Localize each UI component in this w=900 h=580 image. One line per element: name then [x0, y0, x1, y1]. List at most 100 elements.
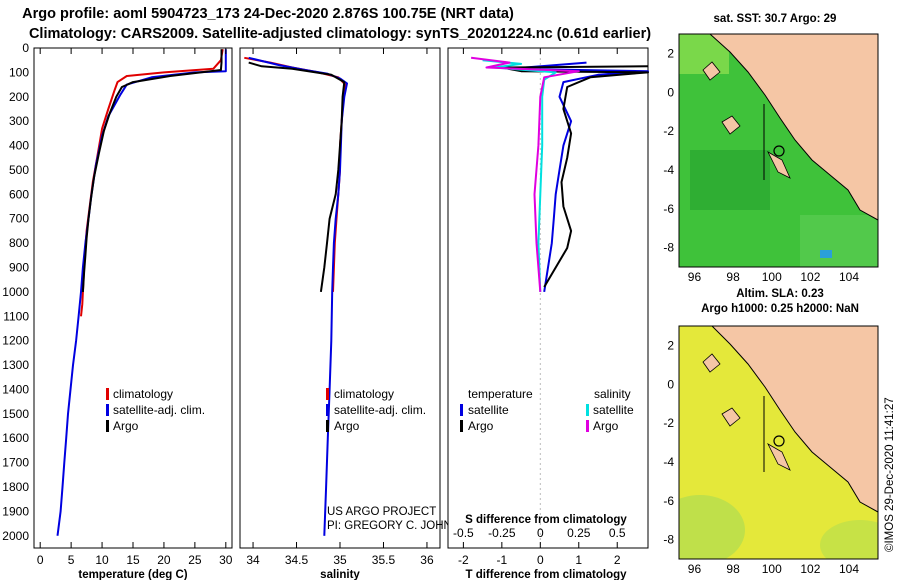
x-tick-label: 20 [157, 553, 171, 567]
map-lon-tick-label: 100 [762, 270, 782, 284]
legend-t-satellite-label: satellite [468, 403, 509, 417]
legend-climatology-label: climatology [334, 387, 394, 401]
s-difference-x-label: S difference from climatology [465, 514, 627, 526]
legend-satellite-label: satellite-adj. clim. [113, 403, 205, 417]
map-lat-tick-label: -6 [663, 202, 674, 216]
legend-s-satellite-swatch [586, 404, 589, 416]
sst-lat-ticks: 2 0 -2 -4 -6 -8 [663, 46, 674, 254]
legend-t-satellite-swatch [460, 404, 463, 416]
depth-tick-label: 1500 [2, 407, 29, 421]
depth-tick-label: 200 [9, 90, 29, 104]
sla-island-siberut [767, 442, 791, 471]
legend-t-argo-label: Argo [468, 419, 494, 433]
depth-tick-label: 0 [22, 41, 29, 55]
depth-tick-label: 1200 [2, 334, 29, 348]
x-tick-label: 2 [614, 553, 621, 567]
map-lat-tick-label: 0 [667, 85, 674, 99]
map-lat-tick-label: 0 [667, 377, 674, 391]
depth-tick-label: 900 [9, 261, 29, 275]
sst-argo-marker [773, 145, 785, 157]
depth-axis: 0 100 200 300 400 500 600 700 800 900 1000 1100 1200… [2, 41, 648, 543]
depth-tick-label: 2000 [2, 529, 29, 543]
legend-argo-swatch [106, 420, 109, 432]
legend-satellite-swatch [326, 404, 329, 416]
x-tick-label: 30 [219, 553, 233, 567]
x-tick-label: 15 [126, 553, 140, 567]
sla-map-title-2: Argo h1000: 0.25 h2000: NaN [701, 303, 859, 315]
sla-sumatra-land [711, 326, 878, 513]
depth-tick-label: 1700 [2, 456, 29, 470]
sla-low-patch-east [820, 520, 878, 559]
legend-s-satellite-label: satellite [593, 403, 634, 417]
pi-credit: PI: GREGORY C. JOHNSON [327, 520, 477, 532]
legend-s-argo-label: Argo [593, 419, 619, 433]
legend-argo-label: Argo [113, 419, 139, 433]
sst-cold-cell [820, 250, 832, 258]
sla-lat-ticks: 2 0 -2 -4 -6 -8 [663, 338, 674, 546]
map-lat-tick-label: -2 [663, 124, 674, 138]
sla-map-frame [678, 325, 879, 560]
legend-satellite-label: satellite-adj. clim. [334, 403, 426, 417]
temperature-x-label: temperature (deg C) [78, 569, 187, 580]
legend-argo-label: Argo [334, 419, 360, 433]
sst-map-frame [678, 33, 879, 268]
legend-s-argo-swatch [586, 420, 589, 432]
sst-map-title: sat. SST: 30.7 Argo: 29 [714, 13, 837, 25]
x-tick-label: 35 [333, 553, 347, 567]
depth-tick-label: 300 [9, 114, 29, 128]
x-tick-label: 34 [246, 553, 260, 567]
legend-satellite-swatch [106, 404, 109, 416]
depth-tick-label: 800 [9, 236, 29, 250]
map-lon-tick-label: 104 [839, 270, 859, 284]
sst-island-nias [721, 115, 741, 135]
map-lon-tick-label: 96 [688, 270, 702, 284]
imos-credit: ©IMOS 29-Dec-2020 11:41:27 [884, 397, 896, 552]
sla-map: Altim. SLA: 0.23 Argo h1000: 0.25 h2000:… [663, 288, 879, 576]
difference-plot-frame [447, 47, 649, 549]
depth-tick-label: 1100 [3, 309, 29, 323]
sst-lon-ticks: 96 98 100 102 104 [688, 270, 860, 284]
depth-tick-label: 1300 [2, 358, 29, 372]
series-line-argo [81, 49, 223, 292]
map-lat-tick-label: -4 [663, 455, 674, 469]
series-line-argo [248, 61, 346, 293]
salinity-difference-x-ticks: -0.5 -0.25 0 0.25 0.5 [453, 526, 626, 540]
series-line-s-argo [470, 56, 580, 292]
depth-tick-label: 1800 [2, 480, 29, 494]
x-tick-label: 25 [188, 553, 202, 567]
x-tick-label: -1 [497, 553, 508, 567]
sla-lon-ticks: 96 98 100 102 104 [688, 562, 860, 576]
map-lon-tick-label: 100 [762, 562, 782, 576]
difference-legend: temperature salinity satellite Argo sate… [460, 387, 634, 433]
s-diff-tick-label: 0 [537, 526, 544, 540]
series-line-t-argo [500, 65, 649, 288]
depth-tick-label: 1000 [2, 285, 29, 299]
legend-climatology-swatch [106, 388, 109, 400]
sla-map-title-1: Altim. SLA: 0.23 [736, 288, 824, 300]
sst-sumatra-land [709, 34, 878, 221]
legend-argo-swatch [326, 420, 329, 432]
difference-x-ticks: -2 -1 0 1 2 [458, 48, 621, 567]
depth-tick-label: 500 [9, 163, 29, 177]
salinity-x-label: salinity [320, 569, 360, 580]
map-lon-tick-label: 104 [839, 562, 859, 576]
map-lat-tick-label: 2 [667, 338, 674, 352]
sst-map: sat. SST: 30.7 Argo: 29 2 0 -2 -4 -6 -8 96 98 1… [663, 13, 879, 284]
x-tick-label: 5 [68, 553, 75, 567]
x-tick-label: -2 [458, 553, 469, 567]
depth-tick-label: 700 [9, 212, 29, 226]
sla-low-patch [679, 495, 745, 559]
title-line-1: Argo profile: aoml 5904723_173 24-Dec-20… [22, 6, 514, 22]
depth-tick-label: 600 [9, 187, 29, 201]
sst-island-siberut [767, 150, 791, 179]
salinity-panel: 34 34.5 35 35.5 36 salinity climatology sate… [239, 47, 477, 580]
legend-temperature-heading: temperature [468, 387, 533, 401]
depth-tick-label: 1900 [2, 504, 29, 518]
x-tick-label: 10 [95, 553, 109, 567]
map-lat-tick-label: 2 [667, 46, 674, 60]
x-tick-label: 0 [537, 553, 544, 567]
s-diff-tick-label: -0.25 [488, 526, 516, 540]
temperature-plot-frame [33, 47, 233, 549]
map-lon-tick-label: 98 [726, 270, 740, 284]
